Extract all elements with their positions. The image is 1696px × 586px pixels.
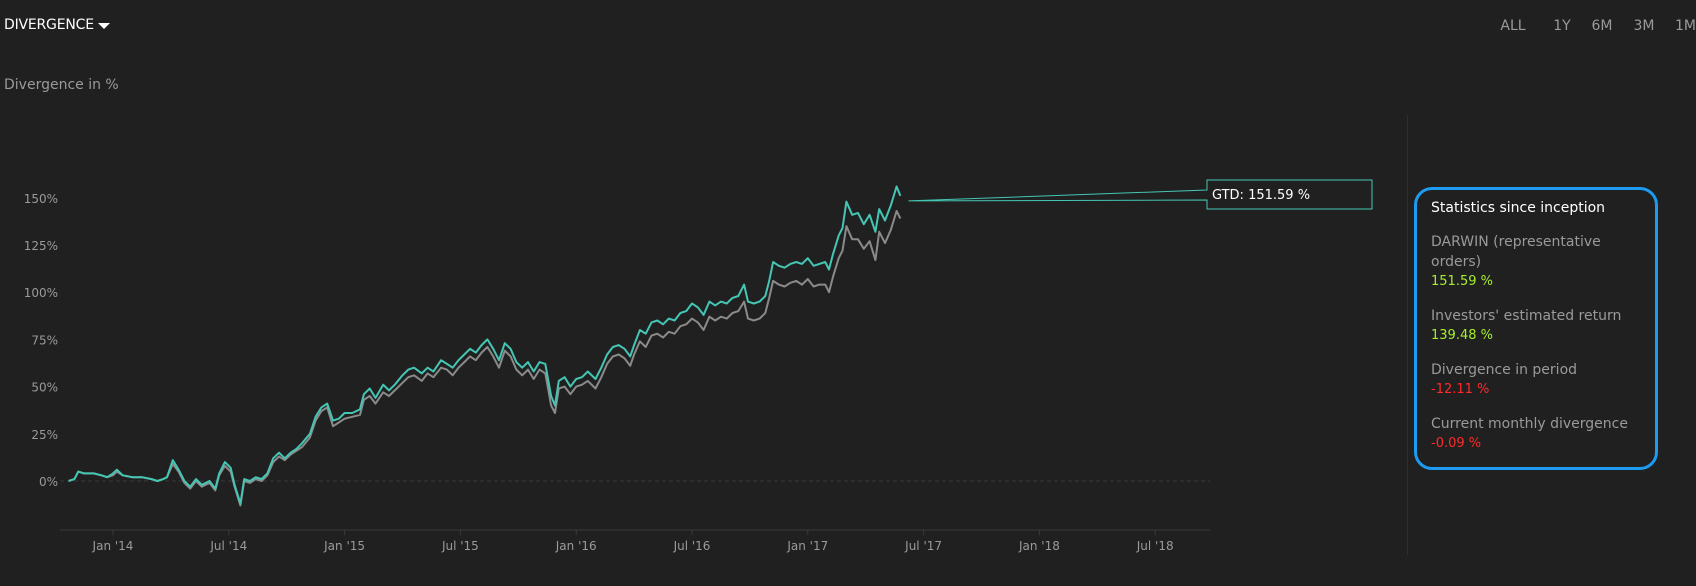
stat-value: -0.09 % xyxy=(1431,434,1655,454)
y-tick-label: 125% xyxy=(24,239,58,253)
panel-divider xyxy=(1407,115,1408,555)
range-6m[interactable]: 6M xyxy=(1582,18,1622,38)
x-tick-label: Jan '16 xyxy=(555,539,597,553)
stat-monthly-divergence: Current monthly divergence -0.09 % xyxy=(1431,414,1655,454)
x-tick-label: Jan '15 xyxy=(323,539,365,553)
stat-divergence-period: Divergence in period -12.11 % xyxy=(1431,360,1655,400)
x-tick-label: Jul '14 xyxy=(209,539,247,553)
stat-label: Investors' estimated return xyxy=(1431,306,1655,326)
x-tick-label: Jan '14 xyxy=(92,539,134,553)
stat-label: Divergence in period xyxy=(1431,360,1655,380)
stat-label: DARWIN (representative orders) xyxy=(1431,232,1655,272)
range-selector: ALL 1Y 6M 3M 1M xyxy=(1484,18,1696,38)
y-tick-labels: 0% 25% 50% 75% 100% 125% 150% xyxy=(24,192,58,489)
y-tick-label: 25% xyxy=(31,428,58,442)
stat-value: -12.11 % xyxy=(1431,380,1655,400)
x-tick-label: Jul '16 xyxy=(673,539,711,553)
x-tick-label: Jan '18 xyxy=(1018,539,1060,553)
y-tick-label: 100% xyxy=(24,286,58,300)
y-tick-label: 75% xyxy=(31,333,58,347)
stat-investors: Investors' estimated return 139.48 % xyxy=(1431,306,1655,346)
tooltip-text: GTD: 151.59 % xyxy=(1212,188,1310,203)
divergence-chart: 0%25%50%75%100%125%150% Jan '14 Jul '14 Ja… xyxy=(0,0,1400,586)
darwin-line xyxy=(69,187,901,504)
range-3m[interactable]: 3M xyxy=(1622,18,1666,38)
x-tick-label: Jul '17 xyxy=(904,539,942,553)
stat-value: 139.48 % xyxy=(1431,326,1655,346)
range-all[interactable]: ALL xyxy=(1484,18,1542,38)
statistics-panel: Statistics since inception DARWIN (repre… xyxy=(1414,187,1658,470)
y-tick-label: 0% xyxy=(39,475,58,489)
range-1y[interactable]: 1Y xyxy=(1542,18,1582,38)
x-tick-label: Jul '15 xyxy=(441,539,479,553)
x-tick-label: Jan '17 xyxy=(786,539,828,553)
x-tick-label: Jul '18 xyxy=(1136,539,1174,553)
range-1m[interactable]: 1M xyxy=(1666,18,1696,38)
y-tick-label: 150% xyxy=(24,192,58,206)
tooltip: GTD: 151.59 % xyxy=(908,180,1372,209)
y-tick-label: 50% xyxy=(31,381,58,395)
statistics-title: Statistics since inception xyxy=(1431,200,1655,216)
stat-value: 151.59 % xyxy=(1431,272,1655,292)
x-tick-labels: Jan '14 Jul '14 Jan '15 Jul '15 Jan '16 Jul '… xyxy=(92,530,1174,553)
stat-label: Current monthly divergence xyxy=(1431,414,1655,434)
stat-darwin: DARWIN (representative orders) 151.59 % xyxy=(1431,232,1655,292)
investors-return-line xyxy=(69,211,901,506)
